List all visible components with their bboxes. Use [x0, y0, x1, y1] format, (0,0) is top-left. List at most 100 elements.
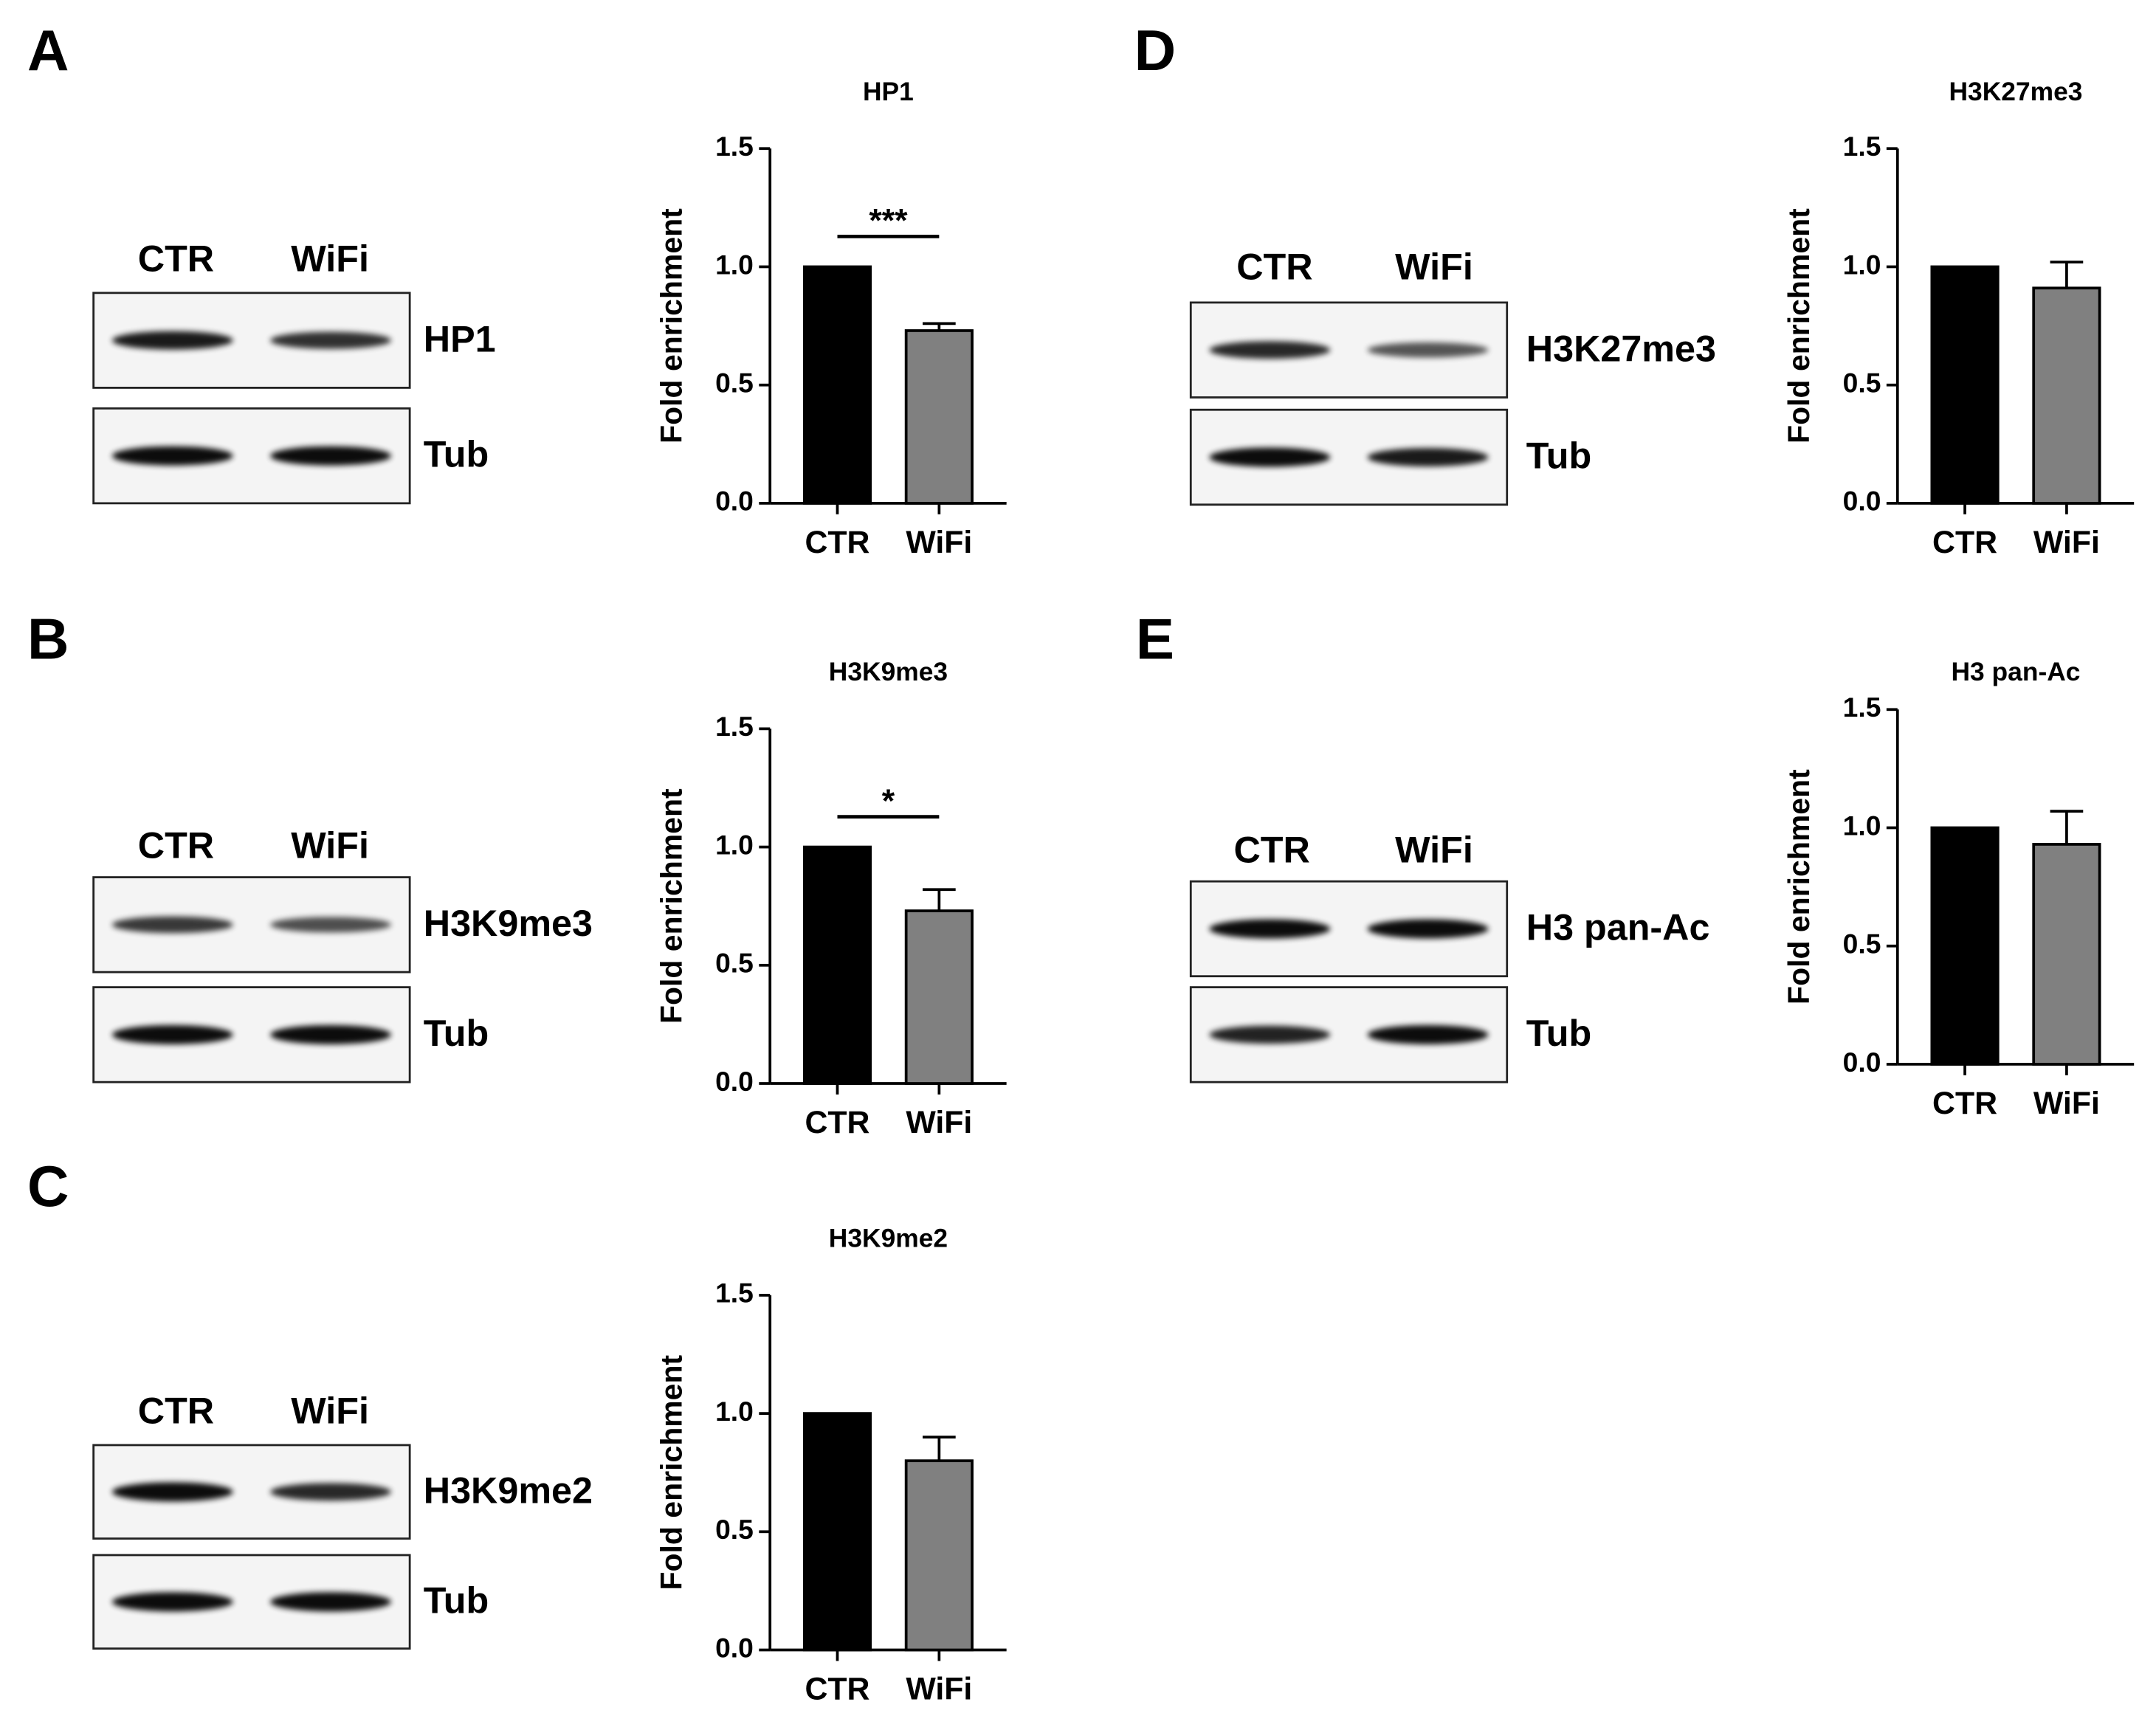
bar — [2032, 843, 2101, 1066]
band-label: H3K27me3 — [1526, 327, 1716, 369]
x-tick-label: WiFi — [2033, 525, 2100, 560]
lane-label: WiFi — [1395, 245, 1473, 287]
panel-letter: B — [27, 607, 69, 672]
blot-band — [1367, 447, 1489, 466]
bar — [904, 1459, 974, 1652]
y-tick-label: 1.0 — [715, 249, 754, 280]
y-tick-label: 0.0 — [1843, 1047, 1881, 1078]
band-label: H3K9me2 — [424, 1469, 593, 1511]
y-tick-label: 0.5 — [715, 1514, 754, 1545]
blot-band — [111, 331, 233, 350]
bar — [904, 329, 974, 505]
blot-band — [111, 1482, 233, 1502]
y-tick-label: 0.5 — [715, 368, 754, 399]
bar — [904, 909, 974, 1085]
x-tick-label: CTR — [805, 1672, 869, 1707]
y-axis-label: Fold enrichment — [655, 1355, 689, 1591]
x-tick-label: CTR — [1932, 1086, 1997, 1121]
blot-band — [111, 1024, 233, 1044]
y-tick-label: 1.0 — [715, 829, 754, 860]
x-tick-label: WiFi — [906, 525, 972, 560]
chart-title: H3 pan-Ac — [1952, 658, 2081, 686]
band-label: H3 pan-Ac — [1526, 906, 1710, 948]
lane-label: CTR — [138, 824, 214, 866]
y-tick-label: 0.0 — [715, 1632, 754, 1663]
error-bar — [2050, 261, 2084, 289]
blot-band — [111, 446, 233, 466]
blot-band — [270, 917, 391, 933]
y-tick-label: 0.0 — [1843, 486, 1881, 517]
x-tick-label: WiFi — [906, 1672, 972, 1707]
y-axis-label: Fold enrichment — [1782, 208, 1816, 444]
lane-label: WiFi — [1395, 828, 1473, 870]
band-label: H3K9me3 — [424, 902, 593, 944]
blot-band — [270, 1483, 391, 1501]
band-label: Tub — [424, 1012, 489, 1054]
blot-band — [270, 1592, 391, 1612]
significance-label: *** — [869, 203, 908, 239]
y-tick-label: 0.0 — [715, 486, 754, 517]
x-tick-label: CTR — [1932, 525, 1997, 560]
y-axis-label: Fold enrichment — [655, 208, 689, 444]
lane-label: WiFi — [291, 237, 369, 279]
bar — [802, 1412, 872, 1652]
chart-title: H3K9me3 — [829, 658, 948, 686]
x-tick-label: WiFi — [2033, 1086, 2100, 1121]
chart-title: H3K27me3 — [1949, 77, 2083, 106]
y-tick-label: 0.0 — [715, 1066, 754, 1097]
band-label: Tub — [1526, 435, 1591, 477]
error-bar — [2050, 810, 2084, 844]
lane-label: WiFi — [291, 1389, 369, 1431]
y-tick-label: 0.5 — [1843, 928, 1881, 959]
bar — [2032, 286, 2101, 505]
blot-band — [270, 331, 391, 349]
blot-band — [1209, 341, 1331, 359]
blot-band — [1209, 1025, 1331, 1044]
blot-band — [1209, 447, 1331, 467]
y-tick-label: 1.0 — [715, 1396, 754, 1427]
bar — [802, 265, 872, 505]
blot-band — [111, 916, 233, 934]
bar — [1930, 826, 2000, 1066]
x-tick-label: CTR — [805, 1105, 869, 1140]
y-axis-label: Fold enrichment — [1782, 769, 1816, 1005]
panel-letter: A — [27, 18, 69, 83]
significance-label: * — [882, 783, 895, 819]
x-tick-label: CTR — [805, 525, 869, 560]
blot-band — [1367, 1024, 1489, 1044]
y-tick-label: 1.5 — [715, 131, 754, 162]
y-tick-label: 1.5 — [1843, 131, 1881, 162]
lane-label: CTR — [138, 237, 214, 279]
chart-title: H3K9me2 — [829, 1224, 948, 1253]
error-bar — [922, 1436, 956, 1461]
bar — [1930, 265, 2000, 505]
band-label: Tub — [424, 433, 489, 475]
panel-letter: C — [27, 1154, 69, 1219]
blot-band — [270, 446, 391, 466]
y-tick-label: 0.5 — [1843, 368, 1881, 399]
panel-letter: D — [1134, 18, 1177, 83]
band-label: Tub — [424, 1579, 489, 1621]
blot-band — [111, 1592, 233, 1612]
chart-title: HP1 — [863, 77, 914, 106]
panel-letter: E — [1136, 607, 1174, 672]
lane-label: CTR — [1236, 245, 1312, 287]
bar — [802, 845, 872, 1085]
y-tick-label: 0.5 — [715, 948, 754, 979]
blot-band — [270, 1024, 391, 1044]
band-label: Tub — [1526, 1012, 1591, 1054]
lane-label: CTR — [1233, 828, 1309, 870]
band-label: HP1 — [424, 317, 496, 359]
y-tick-label: 1.5 — [715, 711, 754, 742]
y-tick-label: 1.0 — [1843, 810, 1881, 841]
y-axis-label: Fold enrichment — [655, 788, 689, 1024]
y-tick-label: 1.5 — [715, 1278, 754, 1309]
lane-label: WiFi — [291, 824, 369, 866]
blot-band — [1367, 342, 1489, 358]
blot-band — [1209, 919, 1331, 939]
y-tick-label: 1.0 — [1843, 249, 1881, 280]
lane-label: CTR — [138, 1389, 214, 1431]
blot-band — [1367, 919, 1489, 939]
